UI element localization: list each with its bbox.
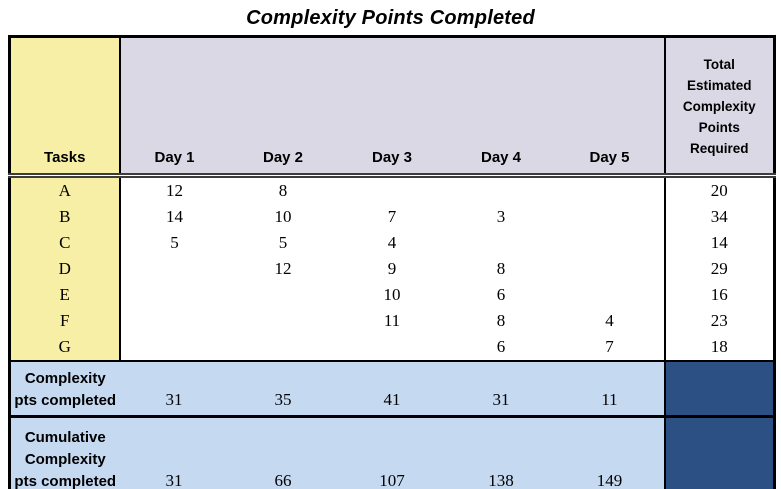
- day-value-cell: [119, 256, 229, 282]
- day-value-cell: [446, 230, 556, 256]
- day-value-cell: 6: [446, 282, 556, 308]
- header-total: Total Estimated Complexity Points Requir…: [663, 36, 775, 178]
- label-line: Cumulative: [24, 429, 106, 446]
- day-value-cell: [555, 204, 665, 230]
- task-row-g: G 6 7 18: [9, 334, 775, 361]
- task-label-cell: E: [9, 282, 121, 308]
- task-label-cell: C: [9, 230, 121, 256]
- label-line: pts completed: [14, 392, 117, 409]
- day-value-cell: [555, 282, 665, 308]
- day-value-cell: [446, 175, 556, 204]
- total-value-cell: 23: [663, 308, 775, 334]
- task-row-f: F 11 8 4 23: [9, 308, 775, 334]
- header-total-line: Points: [698, 120, 740, 135]
- header-day-2: Day 2: [228, 36, 338, 178]
- completed-value-cell: 31: [446, 360, 556, 417]
- task-label-cell: G: [9, 334, 121, 361]
- cumulative-value-cell: 66: [228, 415, 338, 489]
- complexity-completed-label: Complexity pts completed: [9, 360, 120, 417]
- day-value-cell: 8: [446, 308, 556, 334]
- cumulative-completed-row: Cumulative Complexity pts completed 31 6…: [9, 415, 775, 489]
- header-day-3: Day 3: [337, 36, 447, 178]
- total-value-cell: 20: [663, 175, 775, 204]
- day-value-cell: 9: [337, 256, 447, 282]
- header-day-1: Day 1: [119, 36, 229, 178]
- total-value-cell: 18: [663, 334, 775, 361]
- total-value-cell: 14: [663, 230, 775, 256]
- day-value-cell: 10: [337, 282, 447, 308]
- task-label-cell: F: [9, 308, 121, 334]
- day-value-cell: 5: [119, 230, 229, 256]
- cumulative-completed-label: Cumulative Complexity pts completed: [9, 415, 120, 489]
- completed-value-cell: 41: [337, 360, 447, 417]
- cumulative-value-cell: 31: [119, 415, 229, 489]
- day-value-cell: [119, 308, 229, 334]
- day-value-cell: [119, 282, 229, 308]
- day-value-cell: 12: [228, 256, 338, 282]
- day-value-cell: [555, 230, 665, 256]
- day-value-cell: 14: [119, 204, 229, 230]
- completed-value-cell: 11: [555, 360, 665, 417]
- day-value-cell: 7: [337, 204, 447, 230]
- cumulative-value-cell: 107: [337, 415, 447, 489]
- task-row-e: E 10 6 16: [9, 282, 775, 308]
- day-value-cell: 7: [555, 334, 665, 361]
- total-value-cell: 34: [663, 204, 775, 230]
- page-title: Complexity Points Completed: [246, 7, 535, 29]
- header-row: Tasks Day 1 Day 2 Day 3 Day 4 Day 5 Tota…: [9, 36, 775, 178]
- cumulative-total-cell-empty: [663, 415, 775, 489]
- day-value-cell: [555, 175, 665, 204]
- day-value-cell: 11: [337, 308, 447, 334]
- day-value-cell: [119, 334, 229, 361]
- task-label-cell: B: [9, 204, 121, 230]
- day-value-cell: 4: [337, 230, 447, 256]
- complexity-points-table: Tasks Day 1 Day 2 Day 3 Day 4 Day 5 Tota…: [8, 35, 776, 489]
- header-total-line: Estimated: [686, 78, 752, 93]
- label-line: Complexity: [24, 451, 106, 468]
- completed-value-cell: 31: [119, 360, 229, 417]
- day-value-cell: [228, 334, 338, 361]
- label-line: Complexity: [24, 370, 106, 387]
- task-row-c: C 5 5 4 14: [9, 230, 775, 256]
- task-row-a: A 12 8 20: [9, 175, 775, 204]
- day-value-cell: 10: [228, 204, 338, 230]
- label-line: pts completed: [14, 473, 117, 489]
- header-total-line: Complexity: [682, 99, 756, 114]
- day-value-cell: 3: [446, 204, 556, 230]
- header-tasks: Tasks: [9, 36, 121, 178]
- completed-total-cell-empty: [663, 360, 775, 417]
- day-value-cell: 4: [555, 308, 665, 334]
- cumulative-value-cell: 149: [555, 415, 665, 489]
- day-value-cell: 12: [119, 175, 229, 204]
- total-value-cell: 16: [663, 282, 775, 308]
- day-value-cell: [337, 334, 447, 361]
- header-total-line: Total: [703, 57, 735, 72]
- total-value-cell: 29: [663, 256, 775, 282]
- header-day-4: Day 4: [446, 36, 556, 178]
- complexity-completed-row: Complexity pts completed 31 35 41 31 11: [9, 360, 775, 417]
- day-value-cell: [555, 256, 665, 282]
- task-row-d: D 12 9 8 29: [9, 256, 775, 282]
- task-row-b: B 14 10 7 3 34: [9, 204, 775, 230]
- day-value-cell: [337, 175, 447, 204]
- completed-value-cell: 35: [228, 360, 338, 417]
- task-label-cell: D: [9, 256, 121, 282]
- day-value-cell: [228, 282, 338, 308]
- header-day-5: Day 5: [555, 36, 665, 178]
- day-value-cell: [228, 308, 338, 334]
- day-value-cell: 5: [228, 230, 338, 256]
- cumulative-value-cell: 138: [446, 415, 556, 489]
- day-value-cell: 8: [446, 256, 556, 282]
- header-total-line: Required: [689, 141, 749, 156]
- day-value-cell: 8: [228, 175, 338, 204]
- task-label-cell: A: [9, 175, 121, 204]
- day-value-cell: 6: [446, 334, 556, 361]
